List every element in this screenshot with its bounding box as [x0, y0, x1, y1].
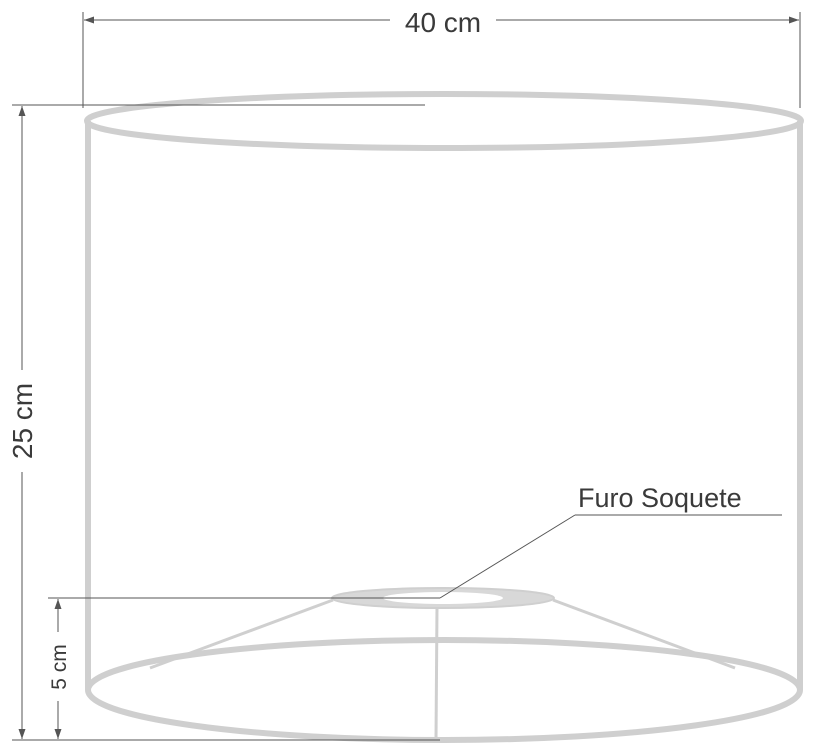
lampshade-frame — [84, 91, 804, 743]
base-dimension-label: 5 cm — [48, 644, 71, 690]
top-ring — [84, 91, 804, 151]
callout-leader — [439, 514, 576, 599]
dimension-lines — [12, 12, 801, 741]
width-dimension-label: 40 cm — [405, 7, 481, 38]
socket-hole-label: Furo Soquete — [578, 483, 742, 513]
bottom-ring — [85, 637, 803, 743]
spoke-center — [434, 605, 439, 741]
socket-hole — [383, 592, 503, 604]
spoke-right — [552, 598, 736, 670]
spoke-left — [149, 598, 334, 670]
height-dimension-label: 25 cm — [7, 383, 38, 459]
